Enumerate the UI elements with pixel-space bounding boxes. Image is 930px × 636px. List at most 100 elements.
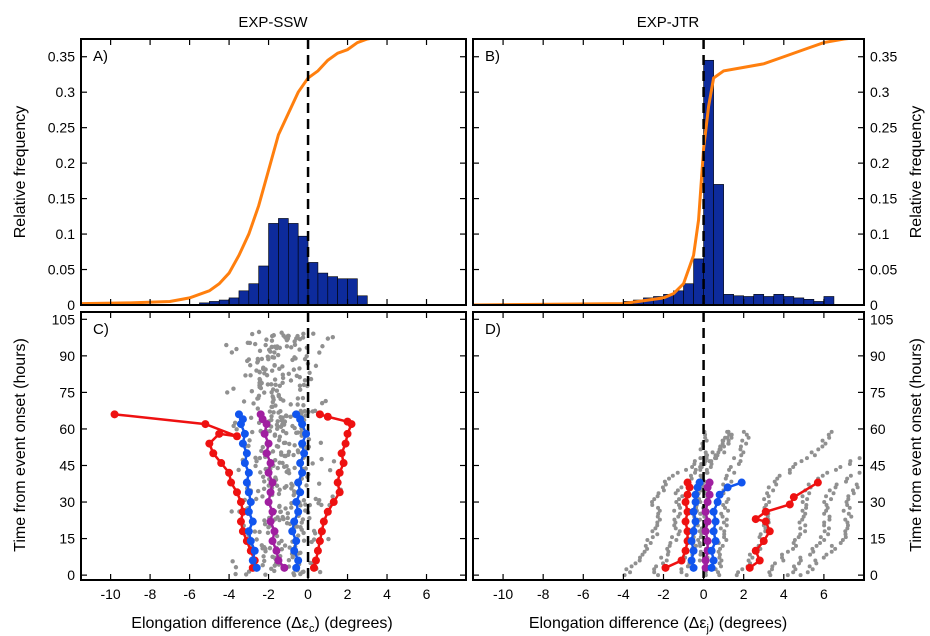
bar (723, 294, 734, 305)
scatter-point (750, 555, 755, 560)
scatter-point (302, 378, 308, 383)
scatter-point (886, 433, 890, 437)
scatter-point (656, 491, 661, 496)
scatter-point (675, 488, 680, 493)
scatter-point (292, 339, 297, 344)
scatter-point (822, 529, 827, 534)
scatter-point (698, 543, 703, 548)
scatter-point (313, 363, 319, 369)
inner-series-point (252, 563, 261, 572)
scatter-point (841, 508, 846, 513)
outer-series-point (333, 478, 342, 487)
scatter-point (729, 435, 734, 440)
scatter-point (274, 443, 280, 449)
scatter-point (260, 444, 266, 450)
scatter-point (292, 443, 297, 448)
inner-series-point (242, 449, 251, 458)
scatter-point (672, 517, 677, 522)
scatter-point (277, 383, 282, 388)
scatter-point (846, 497, 851, 502)
scatter-point (824, 502, 829, 507)
scatter-point (248, 363, 253, 368)
scatter-point (657, 517, 662, 522)
bar (733, 295, 744, 305)
scatter-point (323, 398, 328, 404)
scatter-point (829, 549, 834, 554)
scatter-point (262, 371, 267, 376)
inner-series-point (248, 517, 257, 526)
scatter-point (281, 440, 287, 446)
scatter-point (724, 517, 729, 522)
scatter-point (719, 511, 724, 516)
scatter-point (804, 456, 809, 461)
scatter-point (224, 342, 229, 348)
y-tick-label: 90 (59, 348, 75, 364)
scatter-point (248, 415, 254, 421)
scatter-point (292, 342, 298, 348)
scatter-point (829, 429, 834, 434)
panels: A) 0 0.05 0.1 0.15 0.2 0.25 0.3 0.35 B) 0 0.05 0.1 0.… (48, 38, 897, 602)
scatter-point (818, 535, 823, 540)
median-series-point (266, 459, 275, 468)
outer-series-point (789, 493, 798, 502)
scatter-point (827, 488, 832, 493)
scatter-point (316, 481, 322, 486)
scatter-point (286, 467, 291, 473)
scatter-point (276, 393, 281, 399)
scatter-point (758, 532, 763, 537)
xlabel-left-prefix: Elongation difference (Δε (131, 615, 309, 632)
outer-series-point (755, 556, 764, 565)
scatter-point (264, 337, 269, 342)
scatter-point (278, 509, 283, 514)
inner-series-point (294, 556, 303, 565)
scatter-point (275, 352, 281, 358)
median-series-point (264, 468, 273, 477)
bar (753, 294, 765, 305)
scatter-point (277, 345, 282, 351)
panel-label: A) (93, 48, 108, 65)
ylabel-bottom-right: Time from event onset (hours) (908, 338, 925, 552)
inner-series-point (709, 556, 718, 565)
scatter-point (655, 514, 660, 519)
scatter-point (703, 435, 708, 440)
scatter-point (269, 338, 275, 343)
scatter-point (640, 552, 645, 557)
scatter-point (633, 561, 638, 566)
scatter-point (705, 470, 710, 475)
outer-series-point (751, 515, 760, 524)
median-series-point (280, 563, 289, 572)
scatter-point (822, 523, 827, 528)
scatter-point (800, 500, 805, 505)
scatter-point (660, 485, 665, 490)
y-tick-label: 0 (67, 297, 75, 313)
scatter-point (243, 572, 249, 577)
bar (337, 278, 348, 305)
scatter-point (787, 470, 792, 475)
scatter-point (255, 360, 260, 365)
scatter-point (738, 459, 743, 464)
scatter-point (736, 462, 741, 467)
scatter-point (724, 500, 729, 505)
scatter-point (803, 529, 808, 534)
scatter-point (295, 448, 301, 453)
bar (693, 258, 704, 305)
scatter-point (292, 572, 297, 578)
scatter-point (678, 511, 683, 516)
scatter-point (704, 453, 709, 458)
scatter-point (254, 368, 259, 373)
scatter-point (645, 538, 650, 543)
scatter-point (274, 388, 280, 393)
inner-series-point (737, 478, 746, 487)
scatter-point (289, 505, 294, 510)
median-series-point (264, 498, 273, 507)
inner-series-point (691, 490, 700, 499)
y-tick-label: 75 (870, 384, 886, 400)
scatter-point (308, 376, 314, 382)
scatter-point (724, 523, 729, 528)
scatter-point (650, 500, 655, 505)
x-tick-label: -10 (100, 586, 120, 602)
scatter-point (295, 402, 300, 407)
scatter-point (797, 520, 802, 525)
scatter-point (808, 552, 813, 557)
scatter-point (673, 491, 678, 496)
